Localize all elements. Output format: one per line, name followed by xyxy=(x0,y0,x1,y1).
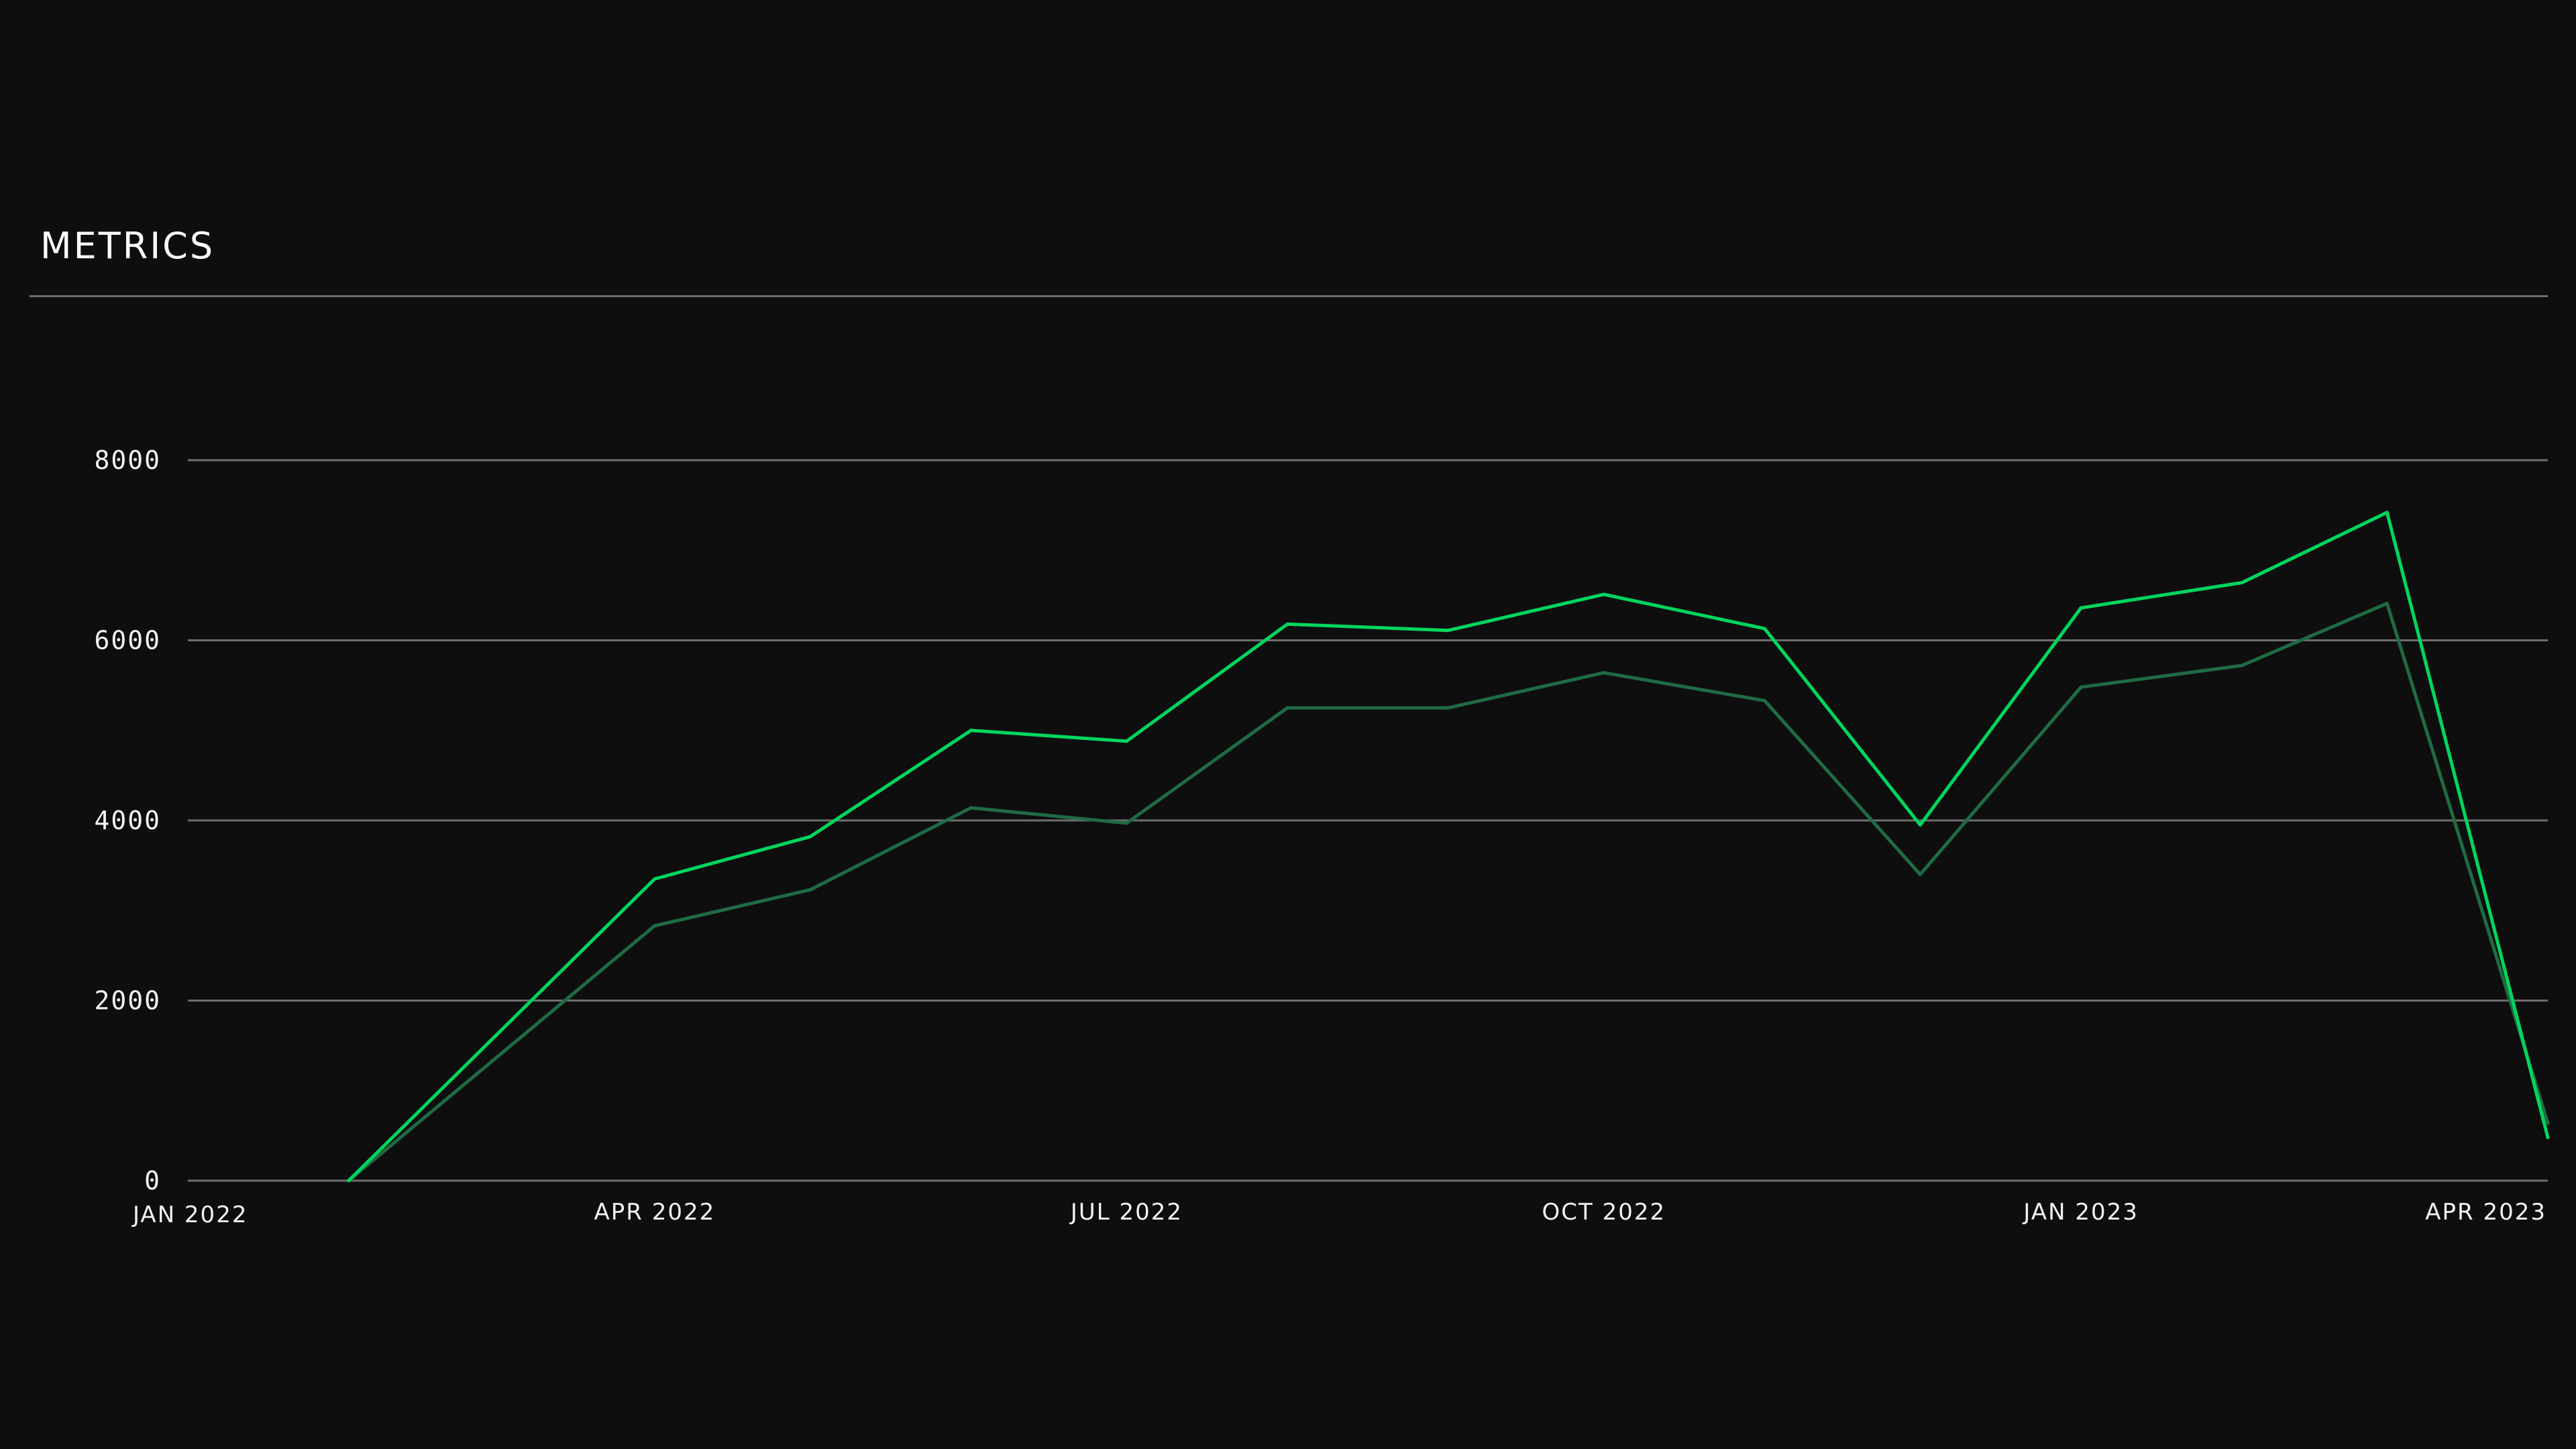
series-2-point xyxy=(1762,698,1766,702)
series-1-point xyxy=(808,835,812,839)
series-2-point xyxy=(1285,706,1289,710)
series-1-point xyxy=(653,877,657,881)
series-1-point xyxy=(2079,606,2083,610)
series-2-point xyxy=(2240,663,2244,667)
y-tick-label: 4000 xyxy=(94,806,161,835)
y-tick-label: 6000 xyxy=(94,626,161,655)
y-tick-label: 2000 xyxy=(94,986,161,1016)
x-tick-label: APR 2023 xyxy=(2425,1199,2546,1226)
series-1-point xyxy=(2240,581,2244,585)
series-1-point xyxy=(1446,629,1450,633)
series-2-point xyxy=(1446,706,1450,710)
x-tick-label: OCT 2022 xyxy=(1542,1199,1666,1226)
y-axis-ticks: 0 2000 4000 6000 8000 xyxy=(94,445,161,1195)
page-title: METRICS xyxy=(40,225,215,267)
series-1-point xyxy=(1285,622,1289,626)
series-2-point xyxy=(808,888,812,892)
series-2-point xyxy=(653,924,657,928)
x-tick-label: JAN 2023 xyxy=(2022,1199,2138,1226)
series-1-point xyxy=(347,1179,351,1183)
series-line-1 xyxy=(347,511,2550,1183)
series-2-point xyxy=(2385,601,2389,605)
series-2-point xyxy=(1602,671,1606,675)
title-divider xyxy=(30,295,2548,297)
x-tick-label: JAN 2022 xyxy=(131,1201,248,1228)
y-tick-label: 0 xyxy=(144,1166,161,1195)
series-2-point xyxy=(1918,873,1922,877)
grid-lines xyxy=(188,459,2548,1182)
series-1-point xyxy=(969,729,973,733)
series-2-point xyxy=(969,806,973,810)
y-tick-label: 8000 xyxy=(94,445,161,475)
series-1-point xyxy=(1762,627,1766,631)
x-axis-ticks: JAN 2022 APR 2022 JUL 2022 OCT 2022 JAN 2023… xyxy=(131,1199,2546,1228)
x-tick-label: APR 2022 xyxy=(594,1199,716,1226)
series-1-point xyxy=(1918,823,1922,827)
x-tick-label: JUL 2022 xyxy=(1069,1199,1183,1226)
series-1-point xyxy=(2385,511,2389,515)
series-line-2 xyxy=(347,601,2550,1183)
series-2-point xyxy=(1124,821,1128,825)
series-1-point xyxy=(2546,1136,2550,1140)
series-2-point xyxy=(2079,685,2083,689)
series-1-point xyxy=(1124,739,1128,743)
series-1-point xyxy=(1602,592,1606,596)
series-lines xyxy=(347,511,2550,1183)
series-2-point xyxy=(2546,1121,2550,1125)
